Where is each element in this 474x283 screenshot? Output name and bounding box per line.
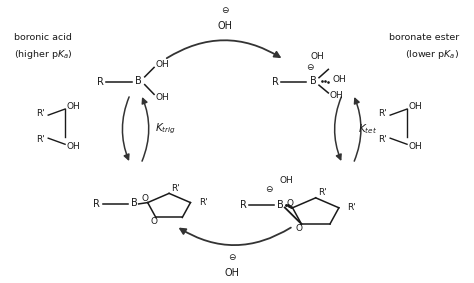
Text: OH: OH [225,268,240,278]
Text: $\ominus$: $\ominus$ [265,184,274,194]
Text: R: R [272,77,278,87]
Text: O: O [287,199,294,208]
Text: (higher p$K_a$): (higher p$K_a$) [15,48,73,61]
Text: R': R' [378,109,387,118]
Text: OH: OH [310,52,324,61]
Text: OH: OH [279,176,293,185]
Text: $\ominus$: $\ominus$ [306,62,314,72]
Text: R': R' [318,188,327,197]
Text: R: R [97,77,104,87]
Text: R': R' [36,135,45,144]
Text: OH: OH [67,142,81,151]
Text: $K_{\mathit{trig}}$: $K_{\mathit{trig}}$ [155,122,176,136]
Text: R: R [240,200,246,210]
Text: R: R [93,199,100,209]
Text: (lower p$K_a$): (lower p$K_a$) [405,48,459,61]
Text: R': R' [36,109,45,118]
Text: O: O [150,217,157,226]
Text: B: B [135,76,142,86]
Text: $\ominus$: $\ominus$ [228,252,237,262]
Text: boronate ester: boronate ester [389,33,459,42]
Text: boronic acid: boronic acid [15,33,73,42]
Text: OH: OH [156,93,170,102]
Text: B: B [310,76,316,86]
Text: R': R' [347,203,356,212]
Text: R': R' [172,184,180,193]
Text: OH: OH [218,21,233,31]
Text: R': R' [199,198,208,207]
Text: OH: OH [409,102,423,111]
Text: O: O [142,194,149,203]
Text: OH: OH [330,91,344,100]
Text: OH: OH [67,102,81,111]
Text: OH: OH [409,142,423,151]
Text: OH: OH [332,75,346,84]
Text: O: O [295,224,302,233]
Text: OH: OH [156,60,170,69]
Text: $K_{\mathit{tet}}$: $K_{\mathit{tet}}$ [358,122,377,136]
Text: B: B [277,200,283,210]
Text: B: B [131,198,137,208]
Text: $\ominus$: $\ominus$ [221,5,230,15]
Text: R': R' [378,135,387,144]
